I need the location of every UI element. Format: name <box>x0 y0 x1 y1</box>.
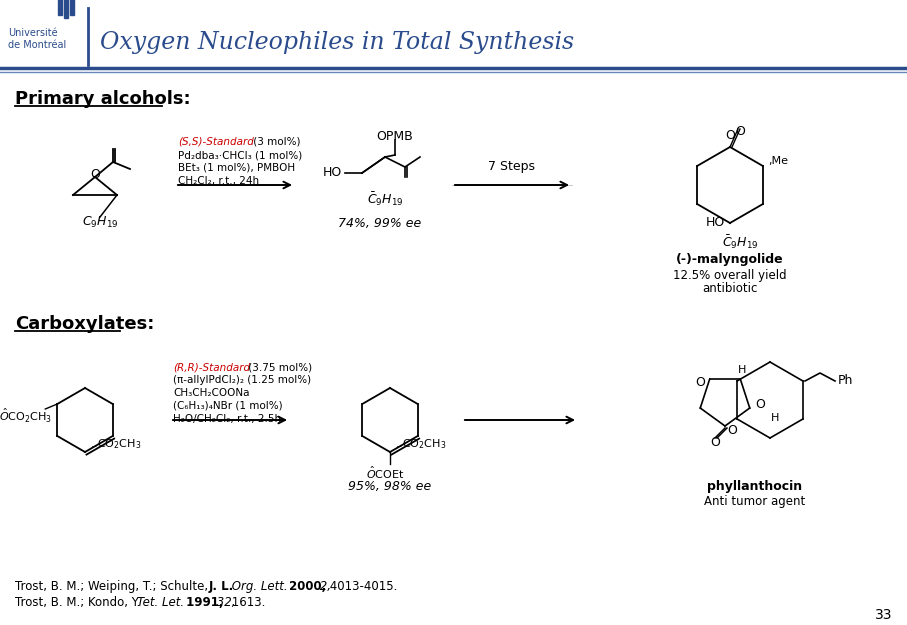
Text: Trost, B. M.; Weiping, T.; Schulte,: Trost, B. M.; Weiping, T.; Schulte, <box>15 580 212 593</box>
Text: 74%, 99% ee: 74%, 99% ee <box>338 217 422 230</box>
Text: (S,S)-Standard: (S,S)-Standard <box>178 137 254 147</box>
Text: O: O <box>727 424 736 436</box>
Text: Carboxylates:: Carboxylates: <box>15 315 154 333</box>
Text: CH₂Cl₂, r.t., 24h: CH₂Cl₂, r.t., 24h <box>178 176 259 186</box>
Text: $C_9H_{19}$: $C_9H_{19}$ <box>82 215 118 230</box>
Text: 1613.: 1613. <box>228 596 266 609</box>
Text: O: O <box>725 129 735 142</box>
Text: Ph: Ph <box>838 374 853 388</box>
Text: H: H <box>737 365 746 375</box>
Text: $\bar{C}_9H_{19}$: $\bar{C}_9H_{19}$ <box>366 190 404 208</box>
Text: 7 Steps: 7 Steps <box>489 160 535 173</box>
Bar <box>64 0 68 18</box>
Text: 95%, 98% ee: 95%, 98% ee <box>348 480 432 493</box>
Text: OPMB: OPMB <box>376 130 414 143</box>
Text: phyllanthocin: phyllanthocin <box>707 480 803 493</box>
Text: ..CO$_2$CH$_3$: ..CO$_2$CH$_3$ <box>90 437 141 451</box>
Text: Tet. Let.: Tet. Let. <box>137 596 184 609</box>
Bar <box>70 0 74 15</box>
Text: 33: 33 <box>874 608 892 622</box>
Text: Trost, B. M.; Kondo, Y.: Trost, B. M.; Kondo, Y. <box>15 596 144 609</box>
Text: $\hat{O}$CO$_2$CH$_3$: $\hat{O}$CO$_2$CH$_3$ <box>0 407 53 425</box>
Text: H: H <box>771 413 779 423</box>
Text: ..CO$_2$CH$_3$: ..CO$_2$CH$_3$ <box>395 437 446 451</box>
Text: antibiotic: antibiotic <box>702 282 757 295</box>
Text: O: O <box>735 125 745 138</box>
Text: (R,R)-Standard: (R,R)-Standard <box>173 362 250 372</box>
Bar <box>58 0 62 15</box>
Text: CH₃CH₂COONa: CH₃CH₂COONa <box>173 388 249 398</box>
Text: 1991,: 1991, <box>182 596 223 609</box>
Text: O: O <box>695 376 705 389</box>
Text: Anti tumor agent: Anti tumor agent <box>705 495 805 508</box>
Text: HO: HO <box>323 166 342 179</box>
Text: Université: Université <box>8 28 58 38</box>
Text: (3 mol%): (3 mol%) <box>250 137 300 147</box>
Text: 32,: 32, <box>213 596 236 609</box>
Text: (3.75 mol%): (3.75 mol%) <box>245 362 312 372</box>
Text: (-)-malyngolide: (-)-malyngolide <box>677 253 784 266</box>
Text: O: O <box>710 436 720 449</box>
Text: de Montréal: de Montréal <box>8 40 66 50</box>
Text: 2000,: 2000, <box>285 580 327 593</box>
Text: 12.5% overall yield: 12.5% overall yield <box>673 269 786 282</box>
Text: 4013-4015.: 4013-4015. <box>326 580 397 593</box>
Text: ,Me: ,Me <box>768 156 788 166</box>
Text: Pd₂dba₃·CHCl₃ (1 mol%): Pd₂dba₃·CHCl₃ (1 mol%) <box>178 150 302 160</box>
Text: (π-allylPdCl₂)₂ (1.25 mol%): (π-allylPdCl₂)₂ (1.25 mol%) <box>173 375 311 385</box>
Text: 2,: 2, <box>316 580 331 593</box>
Text: Org. Lett.: Org. Lett. <box>228 580 288 593</box>
Text: J. L.: J. L. <box>209 580 234 593</box>
Text: $\bar{C}_9H_{19}$: $\bar{C}_9H_{19}$ <box>722 233 758 251</box>
Text: HO: HO <box>706 216 725 229</box>
Text: $\hat{O}$COEt: $\hat{O}$COEt <box>366 465 405 481</box>
Text: Oxygen Nucleophiles in Total Synthesis: Oxygen Nucleophiles in Total Synthesis <box>100 31 574 54</box>
Text: O: O <box>90 168 100 181</box>
Text: Primary alcohols:: Primary alcohols: <box>15 90 190 108</box>
Text: (C₆H₁₃)₄NBr (1 mol%): (C₆H₁₃)₄NBr (1 mol%) <box>173 401 283 411</box>
Text: BEt₃ (1 mol%), PMBOH: BEt₃ (1 mol%), PMBOH <box>178 163 295 173</box>
Text: H₂O/CH₂Cl₂, r.t., 2.5h: H₂O/CH₂Cl₂, r.t., 2.5h <box>173 414 281 424</box>
Text: O: O <box>755 399 765 411</box>
